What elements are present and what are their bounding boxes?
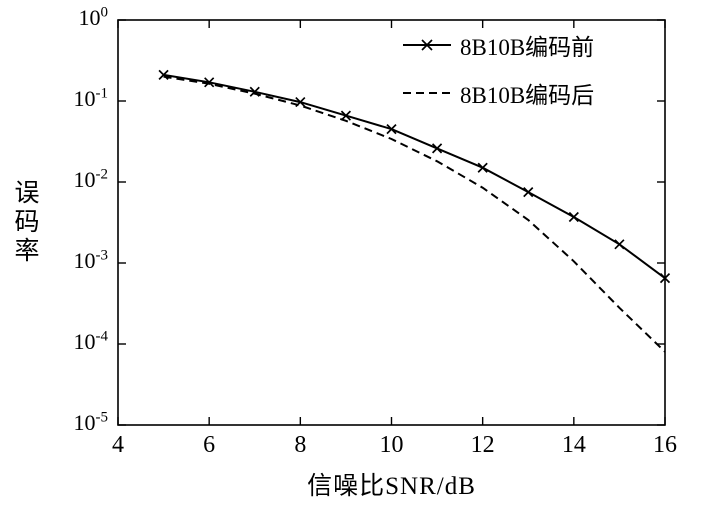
y-tick-label: 10-3 [73,247,109,273]
legend-sample-solid-x-marker [403,39,451,51]
legend: 8B10B编码前 8B10B编码后 [402,28,594,110]
x-tick-label: 14 [561,432,586,458]
legend-item-after-coding: 8B10B编码后 [402,76,594,110]
legend-item-before-coding: 8B10B编码前 [402,28,594,62]
x-tick-label: 12 [470,432,495,458]
series-line-0 [163,73,666,280]
legend-sample-dashed-line [403,92,451,94]
y-tick-label: 100 [78,4,109,30]
series-markers-0 [158,69,671,284]
legend-label-after-coding: 8B10B编码后 [460,83,595,108]
x-axis-title: 信噪比SNR/dB [307,473,476,500]
x-tick-label: 8 [294,432,307,458]
y-axis-title: 误码率 [11,179,38,266]
x-tick-label: 4 [112,432,124,458]
x-tick-label: 10 [379,432,404,458]
tick-marks [117,19,666,426]
y-tick-label: 10-1 [73,85,109,111]
y-tick-label: 10-4 [73,328,109,354]
legend-label-before-coding: 8B10B编码前 [460,35,595,60]
series-line-1 [163,75,666,353]
y-tick-label: 10-2 [73,166,109,192]
y-tick-label: 10-5 [73,409,109,435]
x-tick-label: 16 [653,432,677,458]
x-tick-label: 6 [203,432,216,458]
